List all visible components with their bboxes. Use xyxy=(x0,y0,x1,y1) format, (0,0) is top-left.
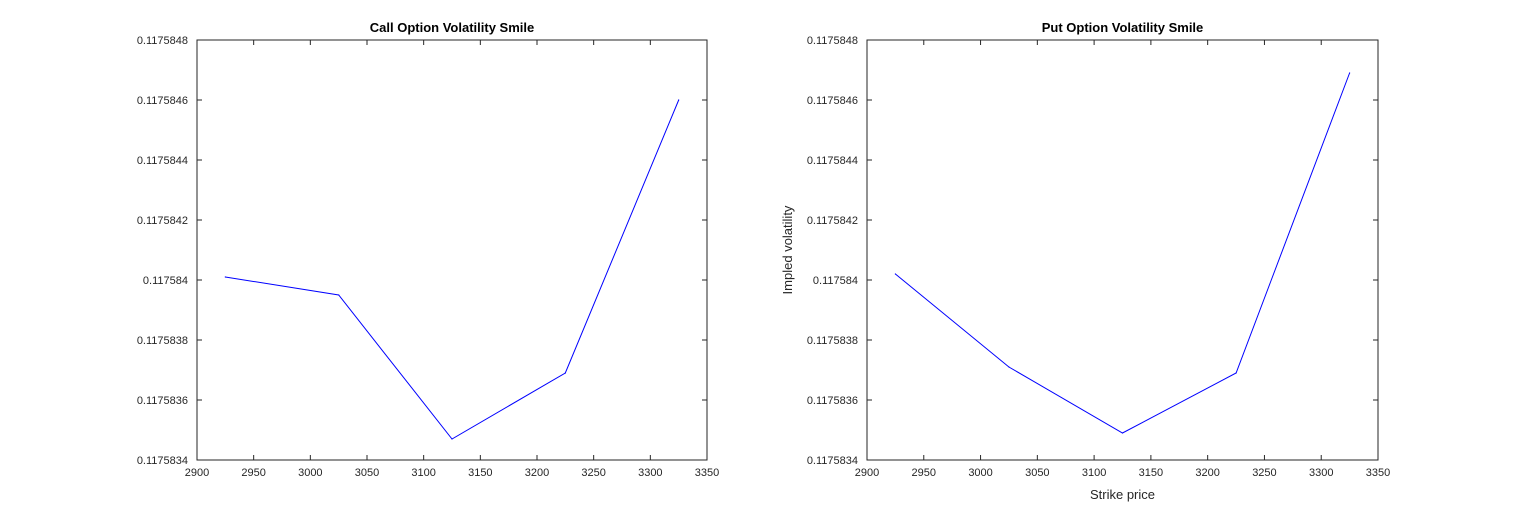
x-tick-label: 3000 xyxy=(298,467,322,479)
x-tick-label: 3350 xyxy=(1366,467,1390,479)
y-tick-label: 0.1175834 xyxy=(807,455,858,467)
data-point xyxy=(451,438,453,440)
y-tick-label: 0.1175844 xyxy=(137,155,188,167)
y-tick-label: 0.1175842 xyxy=(807,215,858,227)
data-point xyxy=(224,276,226,278)
y-tick-label: 0.1175838 xyxy=(137,335,188,347)
y-tick-label: 0.117584 xyxy=(143,275,188,287)
data-point xyxy=(1349,72,1351,74)
data-point xyxy=(564,372,566,374)
x-tick-label: 3000 xyxy=(968,467,992,479)
y-axis-label: Impled volatility xyxy=(780,205,795,294)
put-volatility-chart: 2900 2950 3000 3050 3100 3150 3200 3250 3300 3350… xyxy=(780,20,1390,502)
chart-title: Put Option Volatility Smile xyxy=(1042,20,1204,35)
y-tick-label: 0.1175848 xyxy=(137,35,188,47)
y-tick-label: 0.1175846 xyxy=(807,95,858,107)
data-point xyxy=(894,273,896,275)
x-tick-label: 3150 xyxy=(1139,467,1163,479)
data-point xyxy=(1121,432,1124,434)
x-tick-label: 2900 xyxy=(185,467,209,479)
x-tick-label: 3300 xyxy=(1309,467,1333,479)
x-tick-label: 3200 xyxy=(1195,467,1219,479)
y-tick-label: 0.1175836 xyxy=(137,395,188,407)
call-volatility-chart: 2900 2950 3000 3050 3100 3150 3200 3250 3300 3350… xyxy=(137,20,719,479)
y-tick-label: 0.1175848 xyxy=(807,35,858,47)
x-tick-label: 3250 xyxy=(581,467,605,479)
x-tick-label: 3100 xyxy=(1082,467,1106,479)
y-tick-label: 0.1175838 xyxy=(807,335,858,347)
y-tick-label: 0.1175836 xyxy=(807,395,858,407)
x-tick-label: 3050 xyxy=(355,467,379,479)
x-tick-label: 3250 xyxy=(1252,467,1276,479)
plot-area xyxy=(196,39,708,461)
data-point xyxy=(678,99,680,101)
x-tick-label: 3200 xyxy=(525,467,549,479)
data-point xyxy=(1008,366,1010,368)
y-tick-label: 0.1175842 xyxy=(137,215,188,227)
x-tick-label: 3150 xyxy=(468,467,492,479)
y-tick-label: 0.1175834 xyxy=(137,455,188,467)
chart-title: Call Option Volatility Smile xyxy=(370,20,534,35)
x-tick-label: 2950 xyxy=(241,467,265,479)
y-tick-label: 0.1175844 xyxy=(807,155,858,167)
x-tick-label: 3050 xyxy=(1025,467,1049,479)
x-axis-label: Strike price xyxy=(1090,487,1155,502)
data-point xyxy=(338,294,340,296)
x-tick-label: 3350 xyxy=(695,467,719,479)
x-tick-label: 3300 xyxy=(638,467,662,479)
x-tick-label: 2900 xyxy=(855,467,879,479)
y-tick-label: 0.1175846 xyxy=(137,95,188,107)
data-point xyxy=(1235,372,1237,374)
plot-area xyxy=(866,39,1379,461)
x-tick-label: 3100 xyxy=(411,467,435,479)
x-tick-label: 2950 xyxy=(912,467,936,479)
y-tick-label: 0.117584 xyxy=(813,275,858,287)
